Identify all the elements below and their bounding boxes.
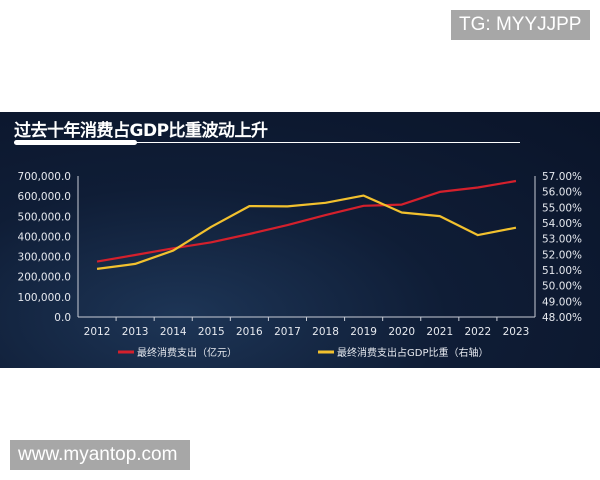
series-line-2: [96, 194, 517, 270]
right-tick-label: 50.00%: [542, 281, 582, 293]
x-tick-label: 2015: [198, 326, 225, 338]
left-tick-label: 100,000.0: [18, 292, 71, 304]
right-tick-label: 54.00%: [542, 218, 582, 230]
left-tick-label: 600,000.0: [18, 191, 71, 203]
left-tick-label: 400,000.0: [18, 231, 71, 243]
x-tick-label: 2016: [236, 326, 263, 338]
x-tick-label: 2020: [388, 326, 415, 338]
x-tick-label: 2014: [160, 326, 187, 338]
left-tick-label: 200,000.0: [18, 272, 71, 284]
x-tick-label: 2018: [312, 326, 339, 338]
left-tick-label: 500,000.0: [18, 211, 71, 223]
right-tick-label: 55.00%: [542, 202, 582, 214]
chart-title: 过去十年消费占GDP比重波动上升: [14, 121, 268, 141]
watermark-top-right: TG: MYYJJPP: [451, 10, 590, 40]
x-tick-label: 2019: [350, 326, 377, 338]
right-tick-label: 48.00%: [542, 312, 582, 324]
left-tick-label: 700,000.0: [18, 171, 71, 183]
right-tick-label: 52.00%: [542, 249, 582, 261]
line-chart: 0.0 100,000.0 200,000.0 300,000.0 400,000.0 5…: [18, 171, 583, 359]
x-tick-label: 2022: [465, 326, 492, 338]
left-tick-label: 300,000.0: [18, 252, 71, 264]
legend-label: 最终消费支出占GDP比重（右轴）: [337, 346, 488, 359]
right-tick-label: 53.00%: [542, 234, 582, 246]
left-tick-label: 0.0: [54, 312, 71, 324]
right-tick-label: 56.00%: [542, 187, 582, 199]
chart-panel: 过去十年消费占GDP比重波动上升 0.0 100,000.0 200,000.0 30…: [0, 112, 600, 368]
watermark-bottom-left: www.myantop.com: [10, 440, 190, 470]
right-tick-label: 49.00%: [542, 296, 582, 308]
x-tick-label: 2012: [84, 326, 111, 338]
x-tick-label: 2017: [274, 326, 301, 338]
x-tick-label: 2021: [426, 326, 453, 338]
x-tick-label: 2013: [122, 326, 149, 338]
title-underline: [14, 142, 520, 143]
right-tick-label: 57.00%: [542, 171, 582, 183]
x-tick-label: 2023: [503, 326, 530, 338]
legend-label: 最终消费支出（亿元）: [137, 346, 237, 359]
right-tick-label: 51.00%: [542, 265, 582, 277]
series-line-1: [96, 179, 517, 263]
title-underline-accent: [14, 140, 137, 145]
